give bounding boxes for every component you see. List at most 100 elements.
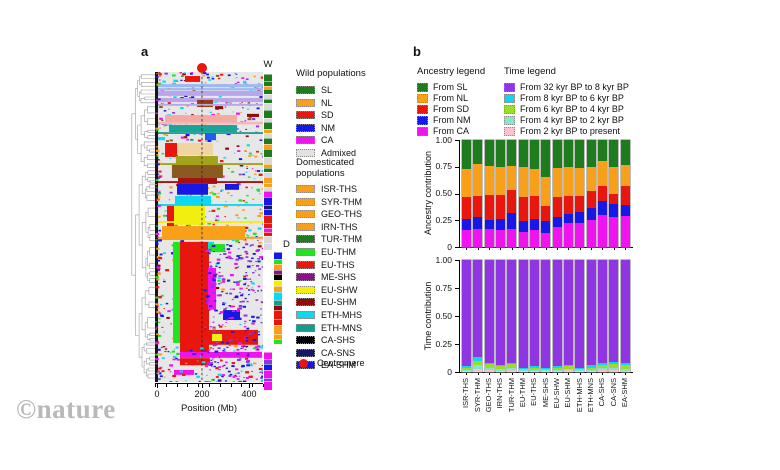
strip-block bbox=[264, 86, 272, 89]
legend-item: EU-SHM bbox=[296, 297, 362, 307]
time-legend-items: From 32 kyr BP to 8 kyr BP From 8 kyr BP … bbox=[504, 82, 629, 136]
legend-item: From 32 kyr BP to 8 kyr BP bbox=[504, 82, 629, 92]
bar-segment bbox=[564, 223, 573, 247]
y-tick bbox=[455, 220, 459, 222]
wild-individuals-strip bbox=[264, 74, 272, 250]
strip-block bbox=[274, 263, 282, 270]
bar-segment bbox=[620, 205, 630, 216]
axis-major-tick bbox=[157, 384, 159, 388]
bar-segment bbox=[564, 260, 573, 366]
bar-segment bbox=[586, 166, 596, 192]
legend-swatch-icon bbox=[504, 93, 515, 103]
x-axis-label: ETH-MHS bbox=[574, 378, 584, 413]
bar-segment bbox=[552, 366, 562, 368]
ancestry-legend: Ancestry legend From SL From NL From SD Fro… bbox=[417, 66, 485, 137]
bar-segment bbox=[609, 361, 619, 365]
x-tick bbox=[579, 373, 581, 375]
bar-segment bbox=[530, 229, 539, 247]
stacked-bar bbox=[586, 140, 596, 247]
stacked-bar bbox=[507, 140, 517, 247]
stacked-bar bbox=[598, 260, 607, 372]
bar-segment bbox=[507, 212, 517, 229]
strip-block bbox=[264, 171, 272, 178]
legend-swatch-icon bbox=[504, 126, 515, 136]
legend-label: NM bbox=[321, 122, 335, 133]
bar-segment bbox=[484, 363, 494, 365]
legend-swatch-icon bbox=[296, 136, 315, 145]
x-tick bbox=[625, 248, 627, 250]
bar-segment bbox=[496, 260, 505, 366]
bar-segment bbox=[598, 161, 607, 187]
strip-block bbox=[264, 381, 272, 390]
time-legend: Time legend From 32 kyr BP to 8 kyr BP Fr… bbox=[504, 66, 629, 137]
x-tick bbox=[500, 248, 502, 250]
bar-segment bbox=[598, 201, 607, 215]
x-axis-label: EU-SHM bbox=[563, 378, 573, 408]
x-axis-label: EU-THM bbox=[518, 378, 528, 408]
legend-swatch-icon bbox=[296, 197, 315, 206]
strip-block bbox=[264, 132, 272, 139]
bar-segment bbox=[586, 208, 596, 221]
bar-segment bbox=[586, 220, 596, 247]
time-legend-title: Time legend bbox=[504, 66, 556, 77]
chromosome-painting-heatmap bbox=[155, 72, 263, 382]
bar-segment bbox=[507, 165, 517, 191]
bar-segment bbox=[518, 232, 528, 247]
y-tick bbox=[455, 166, 459, 168]
bar-segment bbox=[473, 260, 483, 358]
domesticated-strip-label: D bbox=[283, 239, 290, 250]
legend-label: From NM bbox=[433, 115, 471, 125]
bar-segment bbox=[609, 204, 619, 218]
bar-segment bbox=[564, 366, 573, 369]
x-axis-label: SYR-THM bbox=[472, 378, 482, 413]
bar-segment bbox=[462, 229, 471, 247]
legend-swatch-icon bbox=[296, 247, 315, 256]
legend-label: Admixed bbox=[321, 147, 357, 158]
bar-segment bbox=[598, 367, 607, 370]
legend-item: EU-THM bbox=[296, 247, 362, 257]
stacked-bar bbox=[484, 140, 494, 247]
bar-segment bbox=[541, 140, 551, 178]
strip-block bbox=[264, 177, 272, 183]
bar-segment bbox=[473, 195, 483, 218]
y-tick bbox=[455, 344, 459, 345]
legend-item: ETH-MNS bbox=[296, 323, 362, 333]
legend-label: ETH-MNS bbox=[321, 322, 362, 333]
strip-block bbox=[264, 242, 272, 250]
dom-legend-items: ISR-THS SYR-THM GEO-THS IRN-THS TUR-THM EU-TH… bbox=[296, 184, 362, 370]
position-axis-title: Position (Mb) bbox=[181, 403, 237, 414]
y-tick bbox=[455, 247, 459, 248]
legend-label: EU-THM bbox=[321, 246, 356, 257]
strip-block bbox=[274, 304, 282, 310]
legend-item: SL bbox=[296, 85, 366, 95]
bar-segment bbox=[564, 195, 573, 214]
y-axis-line bbox=[459, 260, 460, 373]
bar-segment bbox=[473, 360, 483, 366]
bar-segment bbox=[462, 370, 471, 372]
x-tick bbox=[613, 248, 615, 250]
legend-label: EU-THS bbox=[321, 259, 355, 270]
axis-tick-0: 0 bbox=[154, 389, 160, 399]
legend-swatch-icon bbox=[417, 82, 428, 92]
x-tick bbox=[489, 373, 491, 375]
y-tick-label: 0 bbox=[447, 241, 452, 252]
x-tick bbox=[591, 373, 593, 375]
bar-segment bbox=[496, 370, 505, 372]
legend-swatch-icon bbox=[504, 82, 515, 92]
bar-segment bbox=[496, 365, 505, 367]
bar-segment bbox=[484, 367, 494, 370]
x-axis-label: EU-SHW bbox=[552, 378, 562, 409]
bar-segment bbox=[462, 366, 471, 368]
bar-segment bbox=[473, 365, 483, 369]
centromere-marker-icon bbox=[197, 63, 207, 73]
bar-segment bbox=[507, 190, 517, 213]
legend-item: From SD bbox=[417, 104, 485, 114]
bar-segment bbox=[598, 140, 607, 162]
bar-segment bbox=[541, 221, 551, 234]
strip-block bbox=[264, 182, 272, 187]
stacked-bar bbox=[609, 140, 619, 247]
stacked-bar bbox=[575, 140, 585, 247]
stacked-bar bbox=[609, 260, 619, 372]
bar-segment bbox=[518, 166, 528, 197]
